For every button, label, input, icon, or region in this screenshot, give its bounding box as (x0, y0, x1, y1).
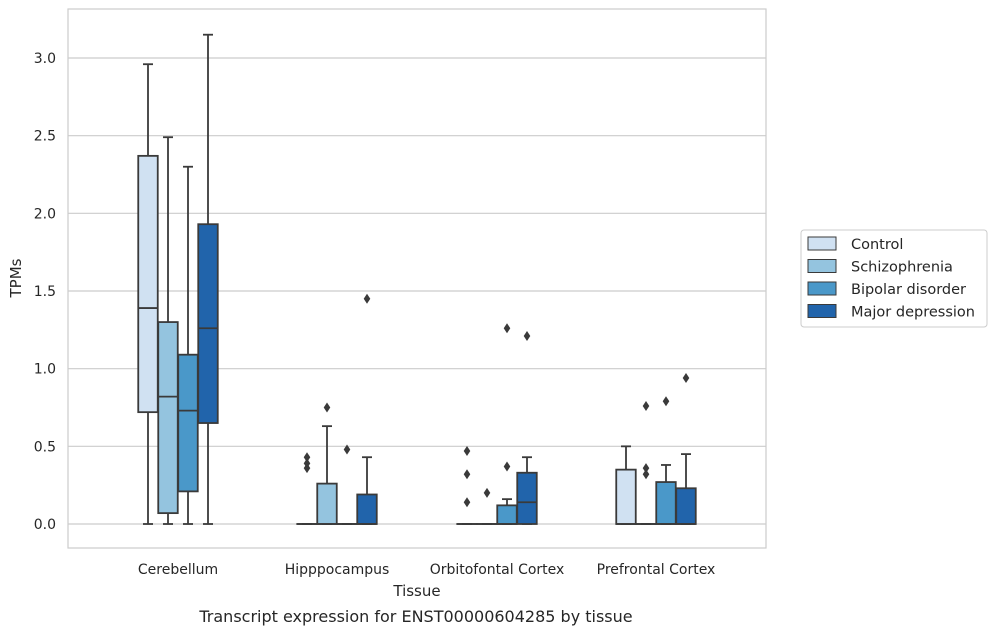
legend-swatch (807, 304, 837, 318)
x-tick-label: Hipppocampus (285, 562, 390, 578)
box-major-depression (675, 372, 697, 525)
box-iqr (496, 504, 518, 525)
outlier-point (642, 463, 650, 474)
legend: Control Schizophrenia Bipolar disorder Majo… (800, 229, 988, 328)
outlier-point (503, 461, 511, 472)
box-schizophrenia (635, 400, 657, 525)
outlier-point (642, 400, 650, 411)
legend-swatch (807, 281, 837, 296)
x-tick-label: Orbitofontal Cortex (430, 562, 565, 578)
outlier-point (463, 469, 471, 480)
legend-entry-label: Major depression (851, 305, 975, 321)
x-tick-labels: Cerebellum Hipppocampus Orbitofontal Corte… (138, 562, 715, 578)
box-control (615, 445, 637, 525)
box-major-depression (197, 33, 219, 525)
box-iqr (316, 482, 338, 525)
y-tick-label: 1.5 (34, 284, 56, 300)
box-bipolar-disorder (177, 165, 199, 525)
box-schizophrenia (157, 136, 179, 525)
outlier-point (463, 445, 471, 456)
box-schizophrenia (316, 402, 338, 525)
box-control (137, 63, 159, 525)
box-iqr (516, 471, 538, 525)
box-series (137, 33, 697, 525)
outlier-point (303, 458, 311, 469)
plot-area-frame (67, 8, 767, 549)
x-tick-label: Prefrontal Cortex (597, 562, 716, 578)
x-tick-label: Cerebellum (138, 562, 218, 578)
x-axis-label: Tissue (392, 582, 440, 600)
box-iqr (197, 223, 219, 424)
legend-swatch (807, 236, 837, 251)
box-iqr (177, 353, 199, 493)
outlier-point (523, 331, 531, 342)
outlier-point (303, 452, 311, 463)
outlier-point (483, 487, 491, 498)
outlier-point (363, 293, 371, 304)
legend-frame (800, 229, 988, 328)
box-bipolar-disorder (655, 396, 677, 525)
box-iqr (615, 468, 637, 525)
box-iqr (137, 154, 159, 414)
box-control (456, 445, 478, 525)
box-schizophrenia (476, 487, 498, 525)
box-control (296, 452, 318, 525)
outlier-point (323, 402, 331, 413)
box-iqr (157, 321, 179, 515)
y-tick-label: 1.0 (34, 362, 56, 378)
legend-swatch (807, 259, 837, 273)
box-major-depression (516, 331, 538, 525)
outlier-point (463, 497, 471, 508)
y-tick-label: 3.0 (34, 51, 56, 67)
y-tick-label: 2.5 (34, 129, 56, 145)
legend-entry-label: Control (851, 237, 903, 253)
outlier-point (503, 323, 511, 334)
chart-caption: Transcript expression for ENST0000060428… (198, 607, 632, 626)
y-tick-label: 2.0 (34, 206, 56, 222)
legend-entry-label: Schizophrenia (851, 260, 953, 276)
box-iqr (655, 481, 677, 525)
legend-entry-label: Bipolar disorder (851, 282, 966, 298)
box-iqr (675, 487, 697, 525)
box-major-depression (356, 293, 378, 525)
y-tick-label: 0.0 (34, 517, 56, 533)
outlier-point (682, 372, 690, 383)
y-tick-label: 0.5 (34, 439, 56, 455)
outlier-point (642, 469, 650, 480)
box-bipolar-disorder (496, 323, 518, 525)
box-iqr (356, 493, 378, 525)
outlier-point (343, 444, 351, 455)
y-axis-label: TPMs (7, 258, 25, 298)
y-tick-labels: 0.0 0.5 1.0 1.5 2.0 2.5 3.0 (34, 51, 56, 533)
box-bipolar-disorder (336, 444, 358, 525)
outlier-point (662, 396, 670, 407)
